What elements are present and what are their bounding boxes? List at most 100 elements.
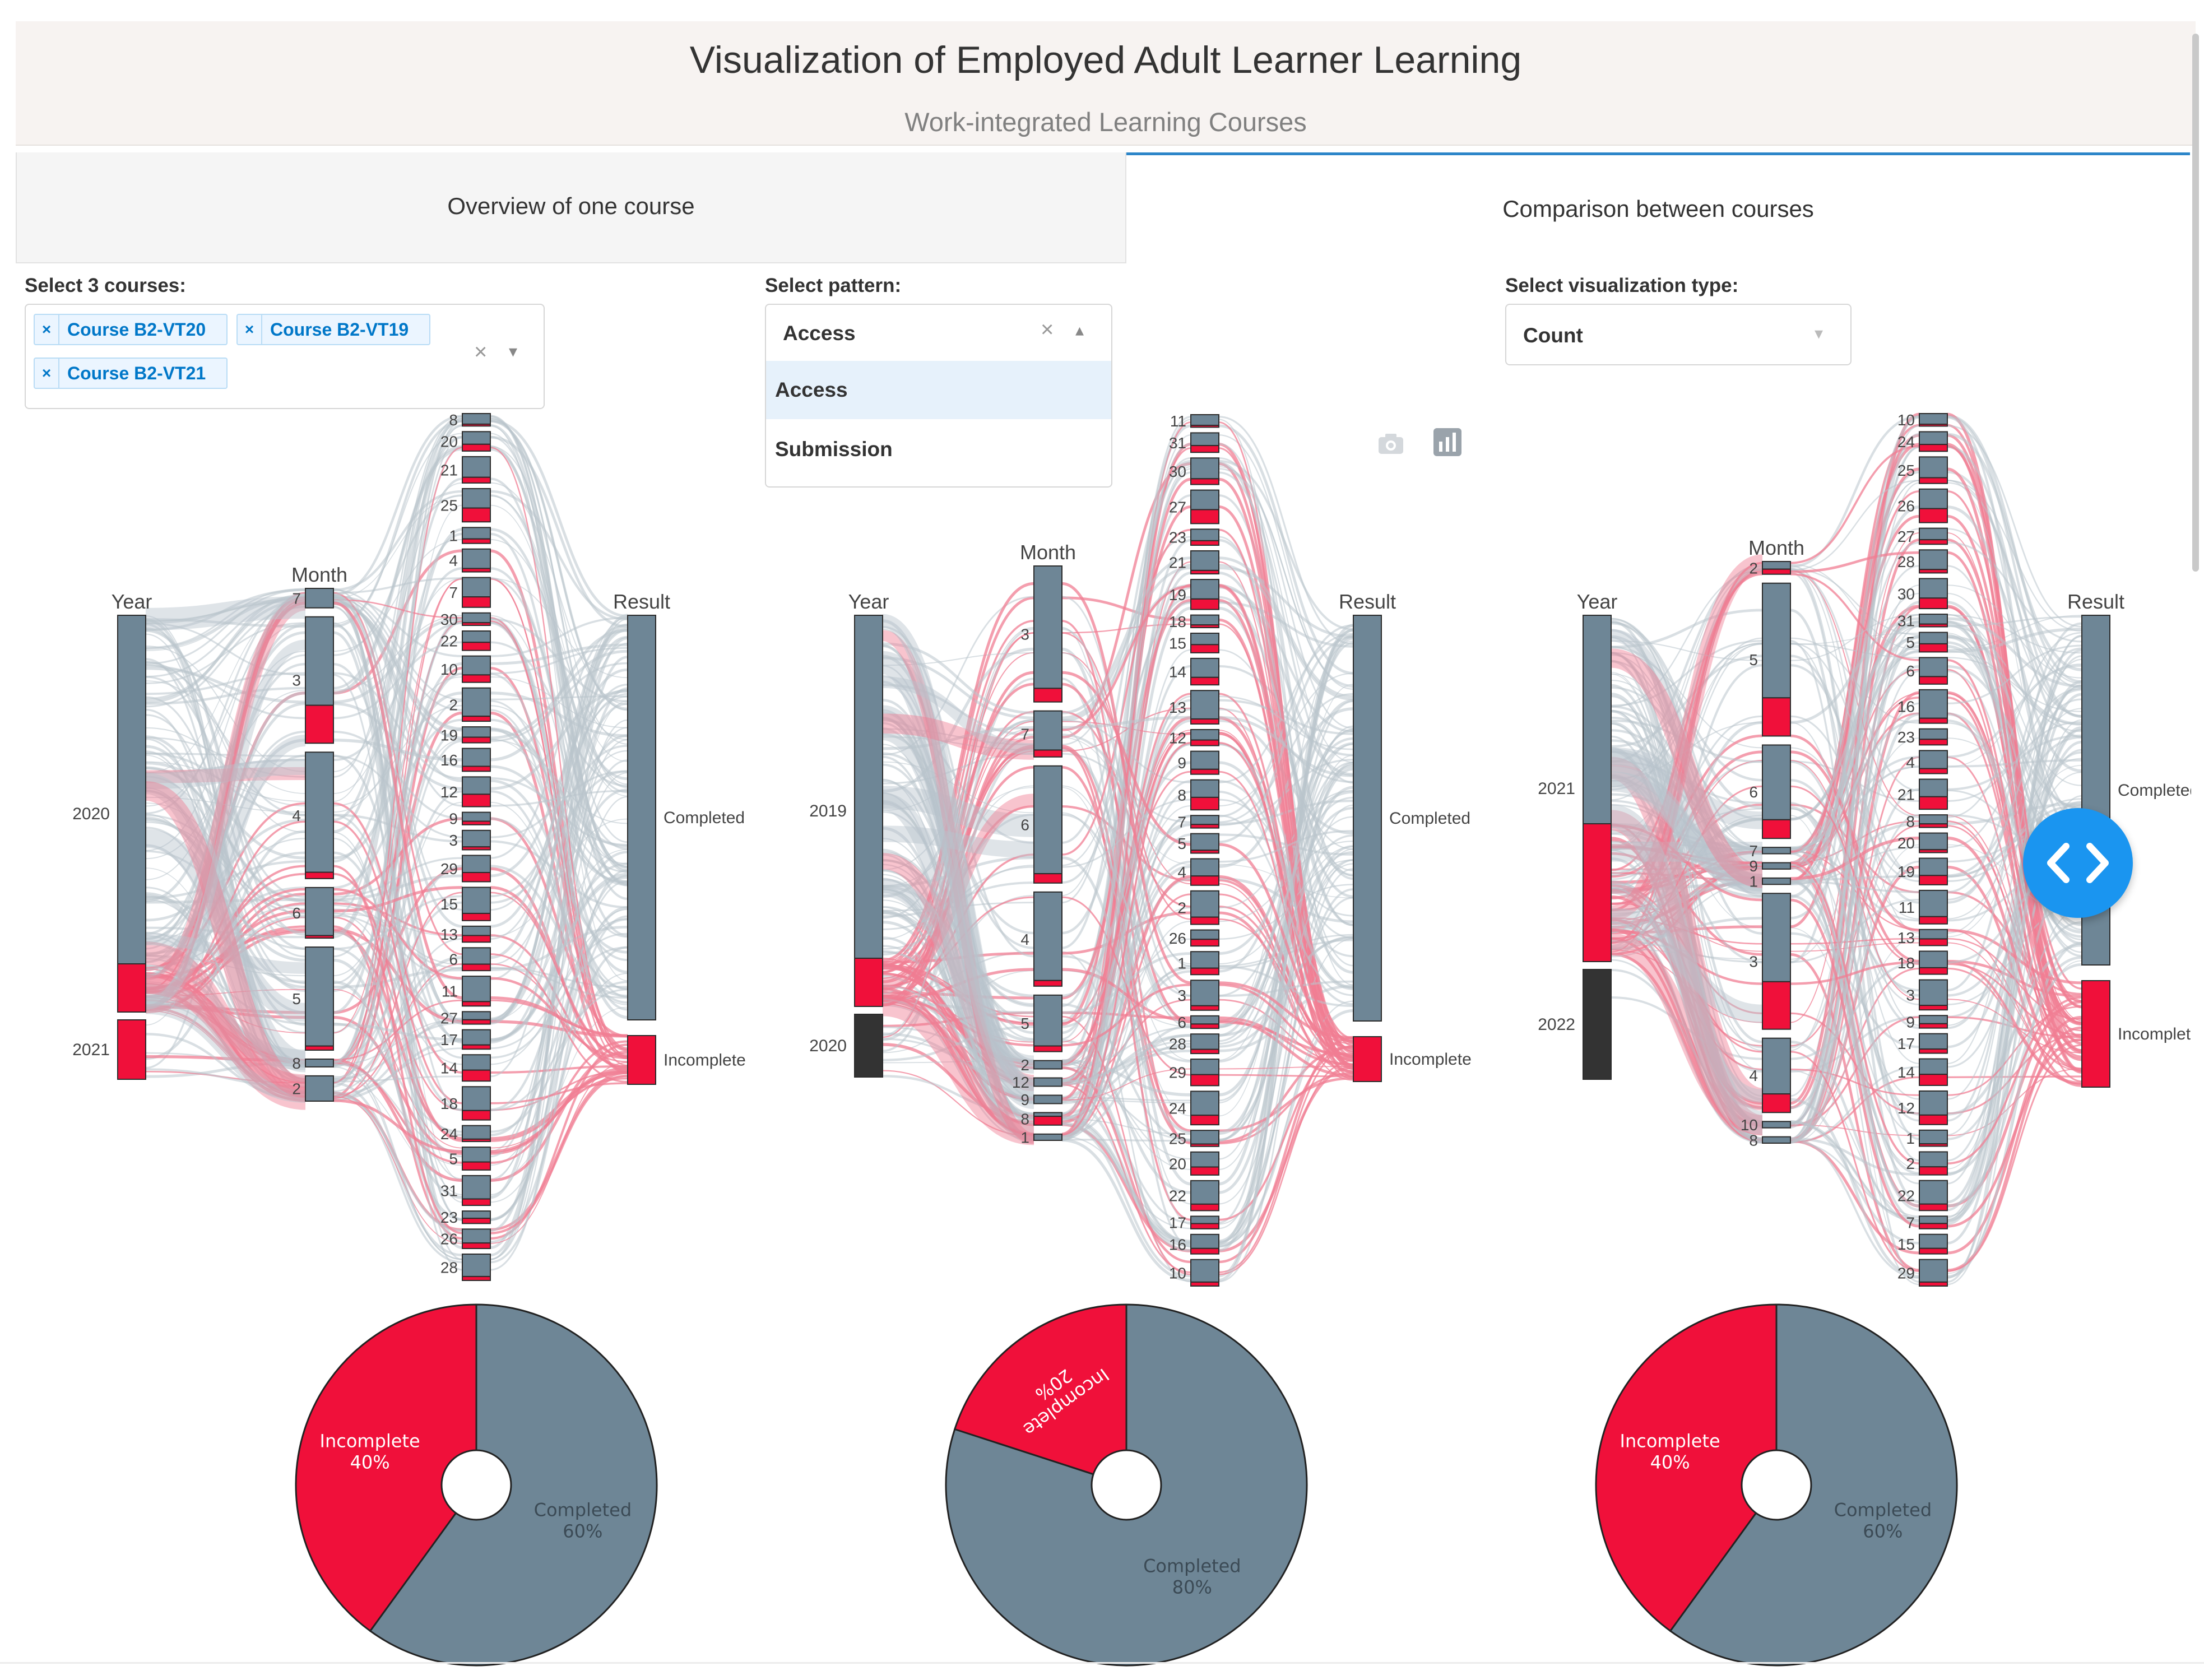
- parallel-categories-chart-course1[interactable]: YearMonthResult2020202173465828202125147…: [45, 409, 762, 1289]
- day-bar: [1919, 979, 1948, 1006]
- day-bar: [462, 1161, 491, 1171]
- flow-line: [145, 851, 306, 971]
- chip-remove-icon[interactable]: ×: [238, 315, 262, 344]
- flow-line: [882, 858, 1034, 1006]
- flow-line: [333, 601, 463, 1000]
- parallel-categories-chart-course3[interactable]: YearMonthResult2021202225679134108102425…: [1502, 409, 2191, 1289]
- year-bar: [117, 963, 146, 1013]
- pie-label-name: Completed: [534, 1500, 632, 1521]
- day-bar: [462, 726, 491, 738]
- flow-line: [1061, 1059, 1191, 1097]
- flow-line: [145, 802, 306, 915]
- day-bar: [1190, 739, 1219, 746]
- flow-line: [333, 895, 463, 950]
- day-bar: [1919, 569, 1948, 574]
- flow-line: [1611, 885, 1763, 1053]
- day-bar: [1190, 644, 1219, 653]
- tab-overview[interactable]: Overview of one course: [16, 152, 1126, 263]
- clear-icon[interactable]: ×: [1041, 317, 1054, 342]
- flow-line: [882, 793, 1034, 990]
- flow-line: [1790, 932, 1920, 1048]
- category-label: 11: [1899, 899, 1915, 916]
- category-label: 19: [1897, 863, 1915, 880]
- pattern-option-access[interactable]: Access: [766, 361, 1111, 419]
- month-bar: [1762, 568, 1791, 575]
- flow-line: [145, 633, 306, 1068]
- tab-comparison[interactable]: Comparison between courses: [1126, 152, 2190, 263]
- camera-icon[interactable]: [1376, 431, 1405, 459]
- category-label: 26: [1897, 498, 1915, 515]
- flow-line: [1790, 445, 1920, 564]
- plotly-logo-icon[interactable]: [1432, 427, 1463, 460]
- flow-line: [1218, 843, 1354, 1043]
- month-bar: [1762, 744, 1791, 820]
- flow-line: [145, 818, 306, 922]
- day-bar: [1190, 598, 1219, 610]
- category-label: 28: [1169, 1036, 1186, 1053]
- day-bar: [1919, 1023, 1948, 1029]
- category-label: 8: [1906, 813, 1915, 830]
- flow-line: [490, 709, 628, 990]
- day-bar: [1919, 1223, 1948, 1229]
- category-label: 1: [1177, 955, 1186, 972]
- day-bar: [1919, 1090, 1948, 1116]
- flow-line: [1790, 584, 1920, 1051]
- month-bar: [1033, 891, 1062, 981]
- flow-line: [1611, 864, 1763, 885]
- month-bar: [305, 1075, 334, 1102]
- pattern-option-submission[interactable]: Submission: [775, 438, 893, 461]
- flow-line: [1947, 960, 2082, 1084]
- day-bar: [1919, 938, 1948, 946]
- flow-line: [1790, 564, 1920, 651]
- flow-line: [882, 652, 1034, 666]
- category-label: 14: [440, 1060, 458, 1077]
- flow-line: [490, 915, 628, 1264]
- flow-line: [1790, 844, 1920, 1143]
- flow-line: [1790, 614, 1920, 854]
- chevron-down-icon[interactable]: ▾: [1815, 324, 1823, 343]
- flow-line: [490, 641, 628, 787]
- flow-line: [1218, 790, 1354, 908]
- chevron-up-icon[interactable]: ▴: [1075, 321, 1084, 340]
- day-bar: [1190, 1259, 1219, 1283]
- day-bar: [462, 612, 491, 624]
- day-bar: [462, 630, 491, 643]
- flow-line: [1061, 671, 1191, 846]
- flow-line: [490, 642, 628, 1078]
- day-bar: [1190, 815, 1219, 825]
- compare-navigation-button[interactable]: [2023, 808, 2133, 918]
- day-bar: [462, 577, 491, 598]
- chevron-down-icon[interactable]: ▾: [509, 342, 518, 361]
- day-bar: [1919, 1166, 1948, 1176]
- category-label: 28: [1897, 553, 1915, 570]
- pattern-select[interactable]: Access × ▴: [765, 304, 1112, 362]
- flow-line: [1611, 739, 1763, 851]
- day-bar: [462, 443, 491, 452]
- category-label: 18: [440, 1095, 458, 1112]
- day-bar: [462, 1147, 491, 1163]
- parallel-categories-chart-course2[interactable]: YearMonthResult2019202037645212981113130…: [773, 409, 1496, 1289]
- category-label: 9: [1020, 1091, 1029, 1108]
- flow-line: [490, 415, 628, 873]
- category-label: 20: [440, 433, 458, 451]
- flow-line: [145, 661, 306, 833]
- flow-line: [145, 983, 306, 1070]
- pie-slice-incomplete: [295, 1303, 477, 1632]
- day-bar: [1919, 689, 1948, 719]
- flow-line: [333, 730, 463, 820]
- chip-remove-icon[interactable]: ×: [35, 359, 59, 388]
- chip-remove-icon[interactable]: ×: [35, 315, 59, 344]
- clear-icon[interactable]: ×: [474, 340, 488, 364]
- vis-type-select[interactable]: Count ▾: [1505, 304, 1852, 365]
- day-bar: [1919, 477, 1948, 484]
- flow-line: [882, 778, 1034, 1140]
- flow-ribbons: [880, 416, 1354, 1283]
- page-scrollbar[interactable]: [2192, 34, 2199, 572]
- courses-multiselect[interactable]: × Course B2-VT20 × Course B2-VT19 × Cour…: [25, 304, 545, 409]
- flow-line: [490, 578, 628, 679]
- flow-line: [145, 623, 306, 807]
- category-label: 22: [1169, 1187, 1186, 1205]
